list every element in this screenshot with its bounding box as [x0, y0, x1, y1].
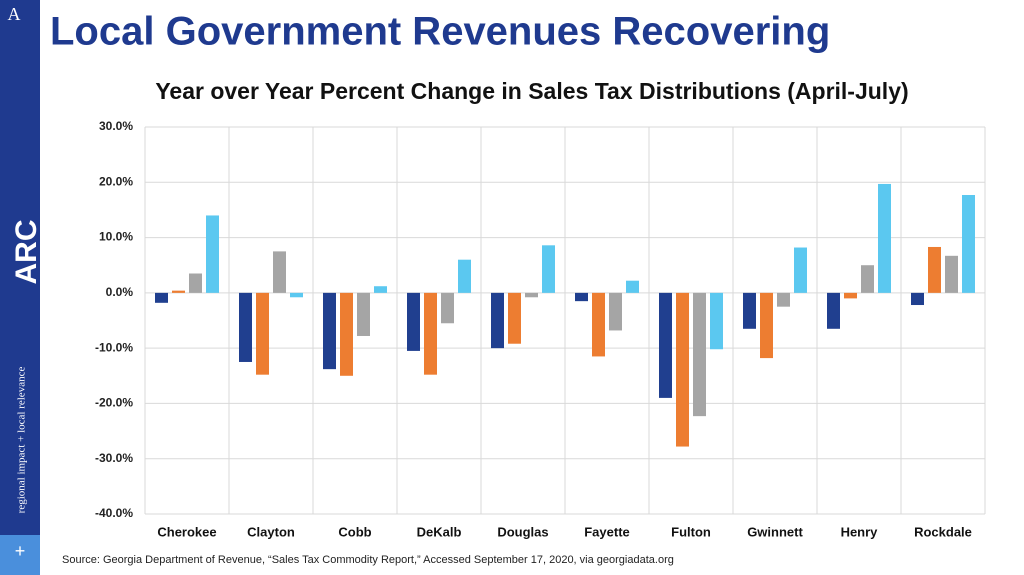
- x-tick-label: Cherokee: [157, 524, 216, 539]
- sidebar: [0, 0, 40, 575]
- bar: [374, 286, 387, 293]
- plus: +: [15, 541, 26, 561]
- bar: [609, 292, 622, 331]
- plus-box: [0, 535, 40, 575]
- bar: [743, 292, 756, 329]
- source: Source: Georgia Department of Revenue, “…: [62, 554, 674, 566]
- bar: [491, 292, 504, 349]
- y-tick-label: 10.0%: [99, 230, 133, 244]
- bar: [844, 292, 857, 299]
- bar: [693, 292, 706, 417]
- y-tick-label: -20.0%: [95, 396, 133, 410]
- bar: [407, 292, 420, 351]
- bar: [794, 247, 807, 293]
- bar: [760, 292, 773, 359]
- bar: [911, 292, 924, 306]
- bar: [424, 292, 437, 375]
- bar: [777, 292, 790, 307]
- bar: [928, 246, 941, 293]
- y-tick-label: -10.0%: [95, 340, 133, 354]
- bar: [273, 251, 286, 293]
- bar: [323, 292, 336, 370]
- bar: [189, 273, 202, 293]
- bar: [861, 265, 874, 293]
- bar: [592, 292, 605, 357]
- bar: [525, 292, 538, 298]
- y-tick-label: 0.0%: [106, 285, 134, 299]
- x-tick-label: Fulton: [671, 524, 711, 539]
- tagline: regional impact + local relevance: [16, 367, 28, 514]
- x-tick-label: Henry: [841, 524, 879, 539]
- bar: [710, 292, 723, 350]
- bar: [659, 292, 672, 398]
- x-tick-label: Fayette: [584, 524, 630, 539]
- bar: [256, 292, 269, 375]
- y-tick-label: 20.0%: [99, 174, 133, 188]
- bar: [340, 292, 353, 376]
- bar: [542, 245, 555, 293]
- bar: [155, 292, 168, 303]
- bar: [962, 195, 975, 293]
- slide-title: Local Government Revenues Recovering: [50, 10, 830, 54]
- corner-letter: A: [8, 4, 21, 24]
- y-tick-label: -30.0%: [95, 451, 133, 465]
- x-tick-label: Douglas: [497, 524, 548, 539]
- bar: [827, 292, 840, 329]
- bar: [676, 292, 689, 447]
- chart-title: Year over Year Percent Change in Sales T…: [155, 78, 908, 104]
- bar: [458, 259, 471, 293]
- x-tick-label: Cobb: [338, 524, 371, 539]
- bar: [290, 292, 303, 298]
- y-tick-label: 30.0%: [99, 119, 133, 133]
- bar: [206, 215, 219, 293]
- bar: [239, 292, 252, 362]
- x-tick-label: DeKalb: [417, 524, 462, 539]
- y-tick-label: -40.0%: [95, 506, 133, 520]
- bar: [508, 292, 521, 344]
- bar: [172, 290, 185, 293]
- x-tick-label: Gwinnett: [747, 524, 803, 539]
- logo: ARC: [10, 220, 43, 285]
- bar: [441, 292, 454, 324]
- x-tick-label: Rockdale: [914, 524, 972, 539]
- x-tick-label: Clayton: [247, 524, 295, 539]
- bar: [945, 255, 958, 293]
- bar: [878, 183, 891, 293]
- bar: [575, 292, 588, 302]
- bar: [626, 280, 639, 293]
- bar: [357, 292, 370, 336]
